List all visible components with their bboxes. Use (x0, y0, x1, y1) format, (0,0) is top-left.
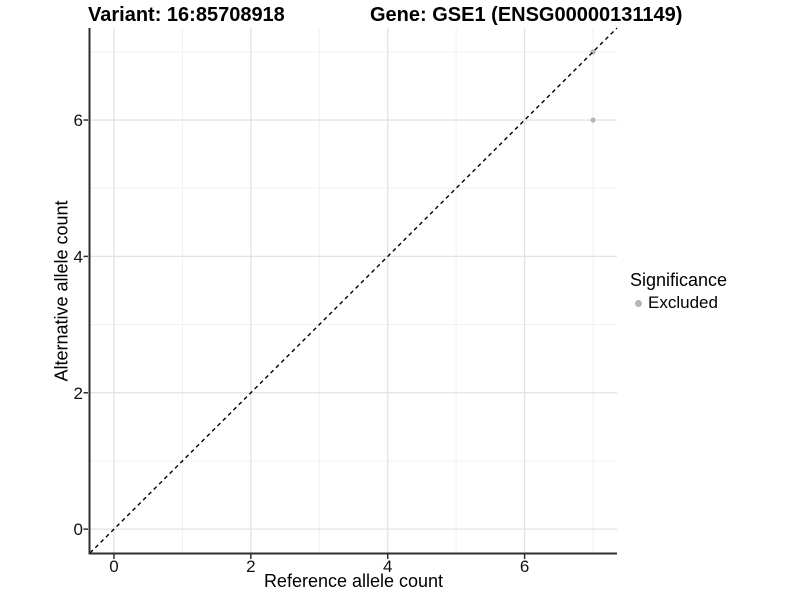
x-tick-label: 4 (383, 557, 392, 576)
identity-line (89, 27, 618, 554)
y-tick-label: 6 (74, 111, 83, 130)
legend-entry-excluded: Excluded (630, 293, 727, 313)
y-tick-label: 0 (74, 520, 83, 539)
legend-entry-label: Excluded (648, 293, 718, 312)
x-tick-label: 2 (246, 557, 255, 576)
legend-title: Significance (630, 270, 728, 290)
legend-key (630, 295, 647, 312)
y-axis-title: Alternative allele count (51, 200, 72, 382)
plot-title-gene: Gene: GSE1 (ENSG00000131149) (370, 4, 683, 26)
legend-point-icon (635, 299, 642, 307)
x-axis-title: Reference allele count (263, 571, 444, 591)
legend: Significance Excluded (630, 270, 727, 313)
data-point (590, 117, 596, 123)
plot-title-variant: Variant: 16:85708918 (88, 4, 285, 26)
y-tick-label: 2 (74, 384, 83, 403)
x-tick-label: 6 (520, 557, 529, 576)
y-tick-label: 4 (74, 247, 83, 266)
x-tick-label: 0 (109, 557, 118, 576)
